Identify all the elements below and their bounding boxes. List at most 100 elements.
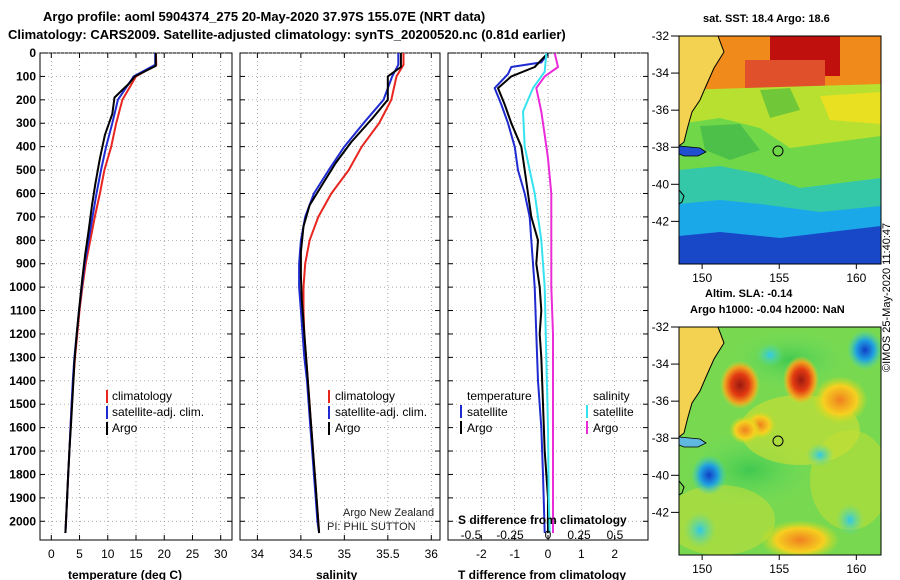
s-tick-label: 0 xyxy=(545,528,552,542)
legend-salinity-title: salinity xyxy=(593,389,630,403)
difference-legend-temperature: temperature satellite Argo xyxy=(460,389,532,435)
x-tick-label: 25 xyxy=(186,547,200,561)
lat-tick-label: -38 xyxy=(652,431,670,445)
x-tick-label: 0 xyxy=(48,547,55,561)
depth-tick-label: 0 xyxy=(29,46,36,60)
depth-tick-label: 1100 xyxy=(10,304,36,318)
depth-axis: 0 100 200 300 400 500 600 700 800 900 1000 1100 1200… xyxy=(9,46,36,528)
lat-tick-label: -38 xyxy=(652,140,670,154)
series-satellite-adj-clim- xyxy=(64,53,157,534)
lat-tick-label: -42 xyxy=(652,505,670,519)
depth-tick-label: 100 xyxy=(16,69,36,83)
difference-xlabel-top: S difference from climatology xyxy=(458,513,627,527)
legend-satellite: satellite-adj. clim. xyxy=(112,405,204,419)
sla-lat-ticks: -32 -34 -36 -38 -40 -42 xyxy=(652,320,679,519)
depth-tick-label: 1000 xyxy=(9,280,36,294)
x-tick-label: 36 xyxy=(425,547,439,561)
depth-tick-label: 600 xyxy=(16,186,36,200)
difference-legend-salinity: salinity satellite Argo xyxy=(586,389,634,435)
x-tick-label: 30 xyxy=(214,547,228,561)
salinity-x-ticks: 34 34.5 35 35.5 36 xyxy=(251,547,439,561)
legend-argo: Argo xyxy=(335,421,361,435)
temperature-x-ticks: 0 5 10 15 20 25 30 xyxy=(48,547,228,561)
sst-lat-ticks: -32 -34 -36 -38 -40 -42 xyxy=(652,29,679,228)
x-tick-label: -2 xyxy=(476,547,487,561)
float-owner: Argo New Zealand xyxy=(343,507,434,519)
lat-tick-label: -40 xyxy=(652,468,670,482)
depth-tick-label: 700 xyxy=(16,210,36,224)
sst-map xyxy=(679,36,881,264)
depth-tick-label: 900 xyxy=(16,257,36,271)
sla-map-frame xyxy=(678,326,882,556)
series-s-satellite xyxy=(522,53,551,534)
salinity-panel-frame xyxy=(239,52,441,541)
depth-tick-label: 800 xyxy=(16,233,36,247)
depth-tick-label: 2000 xyxy=(9,514,36,528)
x-tick-label: -1 xyxy=(509,547,520,561)
difference-x-ticks: -2 -1 0 1 2 xyxy=(476,547,618,561)
depth-tick-label: 1200 xyxy=(9,327,36,341)
depth-tick-label: 1300 xyxy=(9,350,36,364)
lat-tick-label: -34 xyxy=(652,357,670,371)
sst-lon-ticks: 150 155 160 xyxy=(692,264,867,285)
legend-climatology: climatology xyxy=(112,389,172,403)
depth-tick-label: 1700 xyxy=(9,444,36,458)
s-tick-label: -0.5 xyxy=(461,528,482,542)
legend-satellite: satellite-adj. clim. xyxy=(335,405,427,419)
sla-map-title-2: Argo h1000: -0.04 h2000: NaN xyxy=(690,304,845,316)
x-tick-label: 34 xyxy=(251,547,265,561)
salinity-profiles xyxy=(298,53,405,534)
series-t-satellite xyxy=(493,53,549,534)
sst-map-frame xyxy=(678,35,882,265)
lon-tick-label: 150 xyxy=(692,271,712,285)
salinity-grid xyxy=(240,52,440,540)
sla-lon-ticks: 150 155 160 xyxy=(692,555,867,576)
series-s-argo xyxy=(535,53,559,533)
depth-tick-label: 500 xyxy=(16,163,36,177)
salinity-legend: climatology satellite-adj. clim. Argo xyxy=(328,389,427,435)
temperature-legend: climatology satellite-adj. clim. Argo xyxy=(106,389,204,435)
s-tick-label: 0.5 xyxy=(607,528,624,542)
depth-tick-label: 1600 xyxy=(9,421,36,435)
s-tick-label: -0.25 xyxy=(496,528,524,542)
depth-tick-label: 200 xyxy=(16,93,36,107)
depth-tick-label: 1500 xyxy=(9,397,36,411)
temperature-profiles xyxy=(64,53,158,534)
x-tick-label: 1 xyxy=(578,547,585,561)
depth-tick-label: 1800 xyxy=(9,467,36,481)
lon-tick-label: 155 xyxy=(769,271,789,285)
lat-tick-label: -36 xyxy=(652,103,670,117)
depth-tick-label: 1400 xyxy=(9,374,36,388)
difference-s-ticks: -0.5 -0.25 0 0.25 0.5 xyxy=(461,528,624,542)
credit-text: ©IMOS 25-May-2020 11:40:47 xyxy=(881,222,893,372)
series-argo xyxy=(64,53,157,534)
lat-tick-label: -40 xyxy=(652,177,670,191)
legend-s-argo: Argo xyxy=(593,421,619,435)
legend-temperature-title: temperature xyxy=(467,389,532,403)
series-climatology xyxy=(302,53,405,534)
lon-tick-label: 160 xyxy=(846,562,866,576)
lat-tick-label: -34 xyxy=(652,66,670,80)
depth-tick-label: 1900 xyxy=(9,491,36,505)
sst-map-title: sat. SST: 18.4 Argo: 18.6 xyxy=(703,13,830,25)
x-tick-label: 35 xyxy=(338,547,352,561)
difference-xlabel: T difference from climatology xyxy=(458,568,626,580)
x-tick-label: 5 xyxy=(76,547,83,561)
legend-climatology: climatology xyxy=(335,389,395,403)
depth-tick-label: 400 xyxy=(16,140,36,154)
x-tick-label: 10 xyxy=(101,547,115,561)
legend-s-satellite: satellite xyxy=(593,405,634,419)
x-tick-label: 15 xyxy=(129,547,143,561)
lon-tick-label: 160 xyxy=(846,271,866,285)
x-tick-label: 20 xyxy=(158,547,172,561)
lat-tick-label: -32 xyxy=(652,29,670,43)
x-tick-label: 0 xyxy=(545,547,552,561)
lon-tick-label: 155 xyxy=(769,562,789,576)
series-argo xyxy=(299,53,402,534)
sla-map xyxy=(679,327,881,555)
salinity-xlabel: salinity xyxy=(316,568,358,580)
sla-argo-location-marker xyxy=(772,435,784,447)
sst-argo-location-marker xyxy=(772,145,784,157)
x-tick-label: 34.5 xyxy=(289,547,313,561)
